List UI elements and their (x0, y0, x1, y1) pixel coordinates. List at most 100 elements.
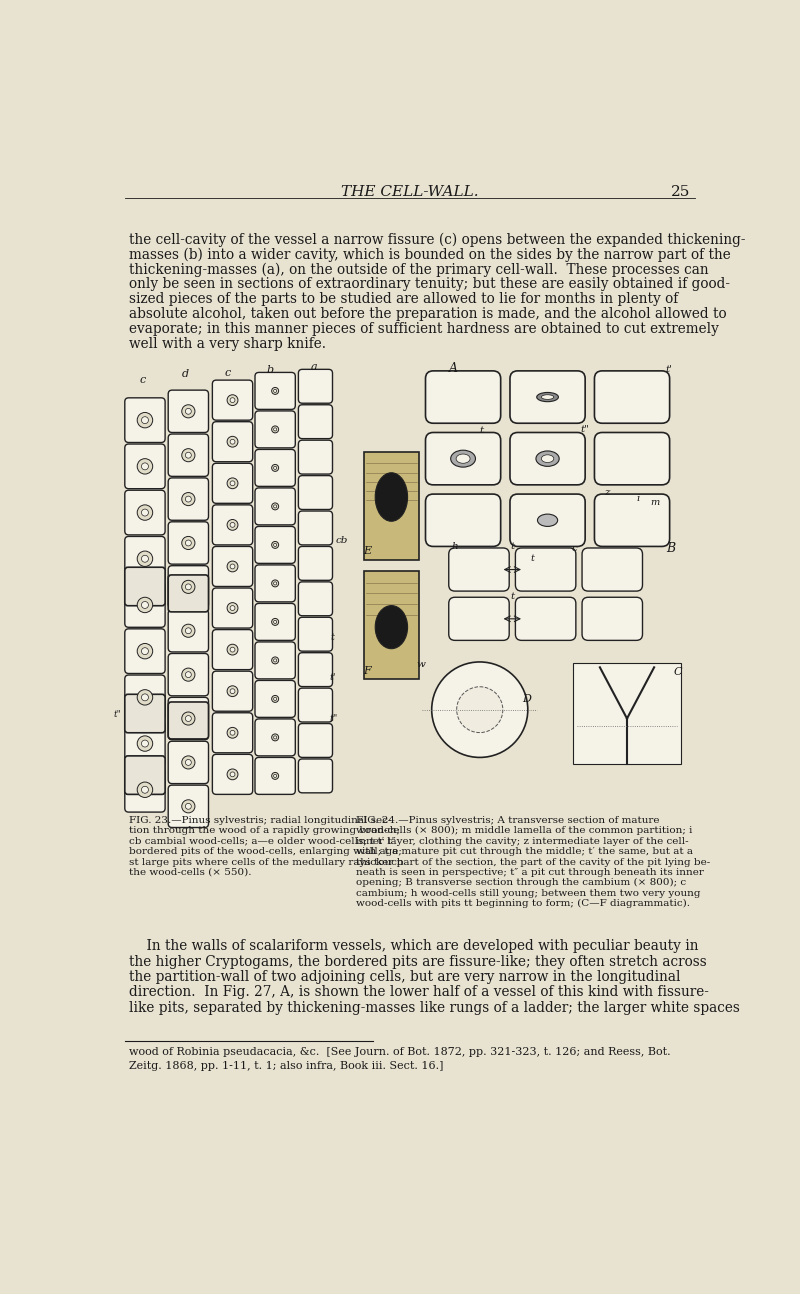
Text: THE CELL-WALL.: THE CELL-WALL. (341, 185, 479, 198)
Text: t: t (331, 633, 335, 642)
FancyBboxPatch shape (168, 521, 209, 564)
Text: the partition-wall of two adjoining cells, but are very narrow in the longitudin: the partition-wall of two adjoining cell… (130, 970, 681, 983)
Text: c: c (571, 545, 577, 553)
Ellipse shape (542, 454, 554, 462)
Text: inner layer, clothing the cavity; z intermediate layer of the cell-: inner layer, clothing the cavity; z inte… (356, 837, 688, 846)
Text: bordered pits of the wood-cells, enlarging with age;: bordered pits of the wood-cells, enlargi… (130, 848, 402, 857)
FancyBboxPatch shape (298, 760, 333, 793)
Circle shape (274, 543, 277, 546)
FancyBboxPatch shape (212, 754, 253, 795)
FancyBboxPatch shape (298, 546, 333, 580)
Circle shape (230, 439, 235, 444)
Circle shape (274, 774, 277, 778)
Circle shape (230, 564, 235, 569)
FancyBboxPatch shape (255, 757, 295, 795)
Text: tion through the wood of a rapidly growing branch;: tion through the wood of a rapidly growi… (130, 827, 401, 836)
FancyBboxPatch shape (255, 719, 295, 756)
FancyBboxPatch shape (582, 598, 642, 641)
Circle shape (186, 716, 191, 722)
Text: A: A (449, 361, 458, 375)
Circle shape (138, 551, 153, 567)
Circle shape (272, 773, 278, 779)
Circle shape (272, 619, 278, 625)
Circle shape (182, 405, 195, 418)
Text: In the walls of scalariform vessels, which are developed with peculiar beauty in: In the walls of scalariform vessels, whi… (130, 939, 699, 954)
Text: C: C (674, 668, 682, 677)
Text: masses (b) into a wider cavity, which is bounded on the sides by the narrow part: masses (b) into a wider cavity, which is… (130, 247, 731, 261)
Text: neath is seen in perspective; t″ a pit cut through beneath its inner: neath is seen in perspective; t″ a pit c… (356, 868, 704, 877)
Circle shape (186, 540, 191, 546)
Circle shape (274, 505, 277, 509)
Circle shape (142, 602, 149, 608)
Text: wall; t a mature pit cut through the middle; t′ the same, but at a: wall; t a mature pit cut through the mid… (356, 848, 693, 857)
Circle shape (272, 695, 278, 703)
FancyBboxPatch shape (168, 785, 209, 827)
Circle shape (138, 782, 153, 797)
Text: thickening-masses (a), on the outside of the primary cell-wall.  These processes: thickening-masses (a), on the outside of… (130, 263, 709, 277)
Circle shape (230, 397, 235, 402)
FancyBboxPatch shape (298, 723, 333, 757)
FancyBboxPatch shape (125, 537, 165, 581)
Circle shape (274, 582, 277, 585)
FancyBboxPatch shape (125, 397, 165, 443)
FancyBboxPatch shape (168, 389, 209, 432)
FancyBboxPatch shape (125, 721, 165, 766)
FancyBboxPatch shape (298, 405, 333, 439)
Text: like pits, separated by thickening-masses like rungs of a ladder; the larger whi: like pits, separated by thickening-masse… (130, 1000, 740, 1014)
FancyBboxPatch shape (515, 547, 576, 591)
FancyBboxPatch shape (212, 672, 253, 712)
Ellipse shape (537, 392, 558, 401)
Circle shape (227, 644, 238, 655)
FancyBboxPatch shape (212, 546, 253, 586)
FancyBboxPatch shape (363, 452, 419, 559)
FancyBboxPatch shape (125, 695, 165, 732)
Circle shape (186, 496, 191, 502)
Text: t: t (510, 542, 515, 551)
Circle shape (272, 734, 278, 741)
FancyBboxPatch shape (298, 369, 333, 404)
Text: thicker part of the section, the part of the cavity of the pit lying be-: thicker part of the section, the part of… (356, 858, 710, 867)
Ellipse shape (450, 450, 475, 467)
FancyBboxPatch shape (125, 629, 165, 673)
Circle shape (272, 465, 278, 471)
FancyBboxPatch shape (212, 505, 253, 545)
Text: st large pits where cells of the medullary rays touch: st large pits where cells of the medulla… (130, 858, 404, 867)
Text: t': t' (330, 673, 336, 682)
Text: only be seen in sections of extraordinary tenuity; but these are easily obtained: only be seen in sections of extraordinar… (130, 277, 730, 291)
Text: the higher Cryptogams, the bordered pits are fissure-like; they often stretch ac: the higher Cryptogams, the bordered pits… (130, 955, 707, 968)
FancyBboxPatch shape (510, 371, 585, 423)
Circle shape (182, 800, 195, 813)
Circle shape (182, 537, 195, 550)
Ellipse shape (375, 472, 407, 521)
Text: z: z (604, 488, 610, 497)
Circle shape (227, 727, 238, 738)
Text: t: t (530, 554, 534, 563)
Circle shape (186, 672, 191, 678)
FancyBboxPatch shape (426, 371, 501, 423)
FancyBboxPatch shape (168, 477, 209, 520)
FancyBboxPatch shape (125, 444, 165, 489)
Text: cb: cb (336, 537, 348, 546)
Circle shape (274, 620, 277, 624)
Circle shape (227, 686, 238, 696)
Text: direction.  In Fig. 27, A, is shown the lower half of a vessel of this kind with: direction. In Fig. 27, A, is shown the l… (130, 985, 710, 999)
FancyBboxPatch shape (168, 565, 209, 608)
Ellipse shape (538, 514, 558, 527)
Circle shape (230, 606, 235, 611)
FancyBboxPatch shape (426, 494, 501, 546)
Circle shape (182, 493, 195, 506)
Circle shape (138, 598, 153, 612)
FancyBboxPatch shape (212, 713, 253, 753)
FancyBboxPatch shape (255, 527, 295, 563)
Circle shape (227, 477, 238, 489)
FancyBboxPatch shape (298, 476, 333, 510)
FancyBboxPatch shape (168, 433, 209, 476)
Text: w: w (416, 660, 425, 669)
Text: well with a very sharp knife.: well with a very sharp knife. (130, 338, 326, 352)
Text: st: st (141, 585, 149, 594)
Text: t: t (510, 591, 515, 600)
Circle shape (142, 555, 149, 562)
FancyBboxPatch shape (298, 652, 333, 687)
Circle shape (138, 458, 153, 474)
Text: absolute alcohol, taken out before the preparation is made, and the alcohol allo: absolute alcohol, taken out before the p… (130, 308, 727, 321)
